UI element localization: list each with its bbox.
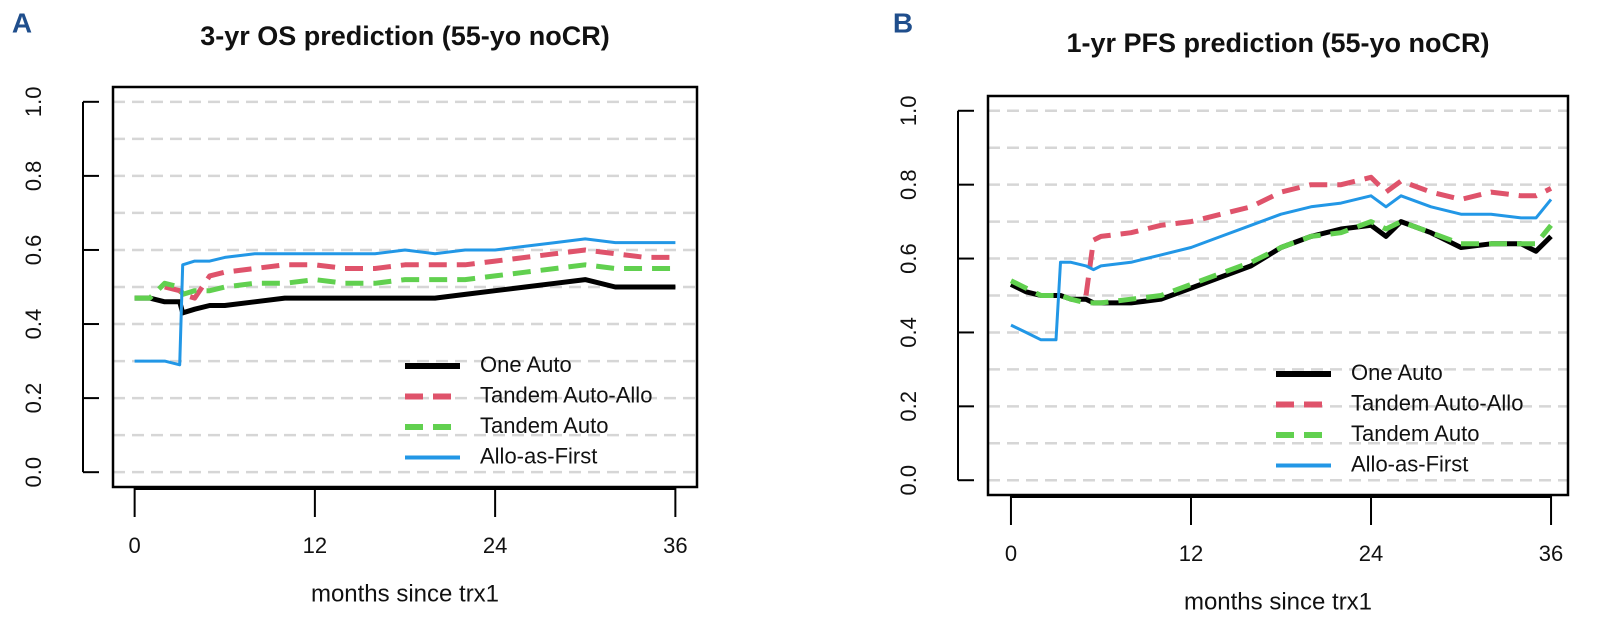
y-tick-label: 0.8 bbox=[21, 161, 46, 192]
legend-label: Tandem Auto bbox=[480, 413, 608, 438]
y-tick-label: 1.0 bbox=[896, 95, 921, 126]
series-line bbox=[1083, 174, 1553, 296]
y-tick-label: 0.4 bbox=[21, 309, 46, 340]
x-tick-label: 12 bbox=[303, 533, 327, 558]
x-tick-label: 0 bbox=[1005, 541, 1017, 566]
y-tick-label: 0.4 bbox=[896, 317, 921, 348]
panel-label: A bbox=[12, 7, 32, 38]
x-tick-label: 36 bbox=[663, 533, 687, 558]
y-tick-label: 0.6 bbox=[21, 235, 46, 266]
y-tick-label: 0.2 bbox=[896, 391, 921, 422]
legend-label: One Auto bbox=[480, 352, 572, 377]
legend-label: One Auto bbox=[1351, 360, 1443, 385]
legend-label: Tandem Auto-Allo bbox=[1351, 390, 1523, 415]
y-tick-label: 0.0 bbox=[896, 465, 921, 496]
series-line bbox=[1009, 219, 1553, 306]
series-line bbox=[1009, 219, 1553, 306]
y-tick-label: 1.0 bbox=[21, 87, 46, 118]
x-axis-label: months since trx1 bbox=[311, 580, 499, 607]
legend-label: Tandem Auto-Allo bbox=[480, 382, 652, 407]
legend-label: Allo-as-First bbox=[1351, 451, 1468, 476]
x-tick-label: 24 bbox=[483, 533, 507, 558]
x-axis-label: months since trx1 bbox=[1184, 588, 1372, 615]
x-tick-label: 12 bbox=[1179, 541, 1203, 566]
chart-title: 3-yr OS prediction (55-yo noCR) bbox=[200, 21, 610, 51]
series-line bbox=[134, 277, 676, 316]
y-tick-label: 0.2 bbox=[21, 383, 46, 414]
legend-label: Tandem Auto bbox=[1351, 421, 1479, 446]
series-line bbox=[1010, 194, 1553, 342]
plot-frame bbox=[986, 94, 1570, 497]
legend-label: Allo-as-First bbox=[480, 443, 597, 468]
chart-title: 1-yr PFS prediction (55-yo noCR) bbox=[1066, 28, 1489, 58]
plot-frame bbox=[111, 85, 699, 489]
y-tick-label: 0.8 bbox=[896, 169, 921, 200]
y-tick-label: 0.6 bbox=[896, 243, 921, 274]
series-line bbox=[134, 237, 676, 367]
x-tick-label: 36 bbox=[1539, 541, 1563, 566]
y-tick-label: 0.0 bbox=[21, 457, 46, 488]
series-line bbox=[164, 247, 676, 301]
x-tick-label: 24 bbox=[1359, 541, 1383, 566]
x-tick-label: 0 bbox=[129, 533, 141, 558]
panel-label: B bbox=[893, 7, 913, 38]
